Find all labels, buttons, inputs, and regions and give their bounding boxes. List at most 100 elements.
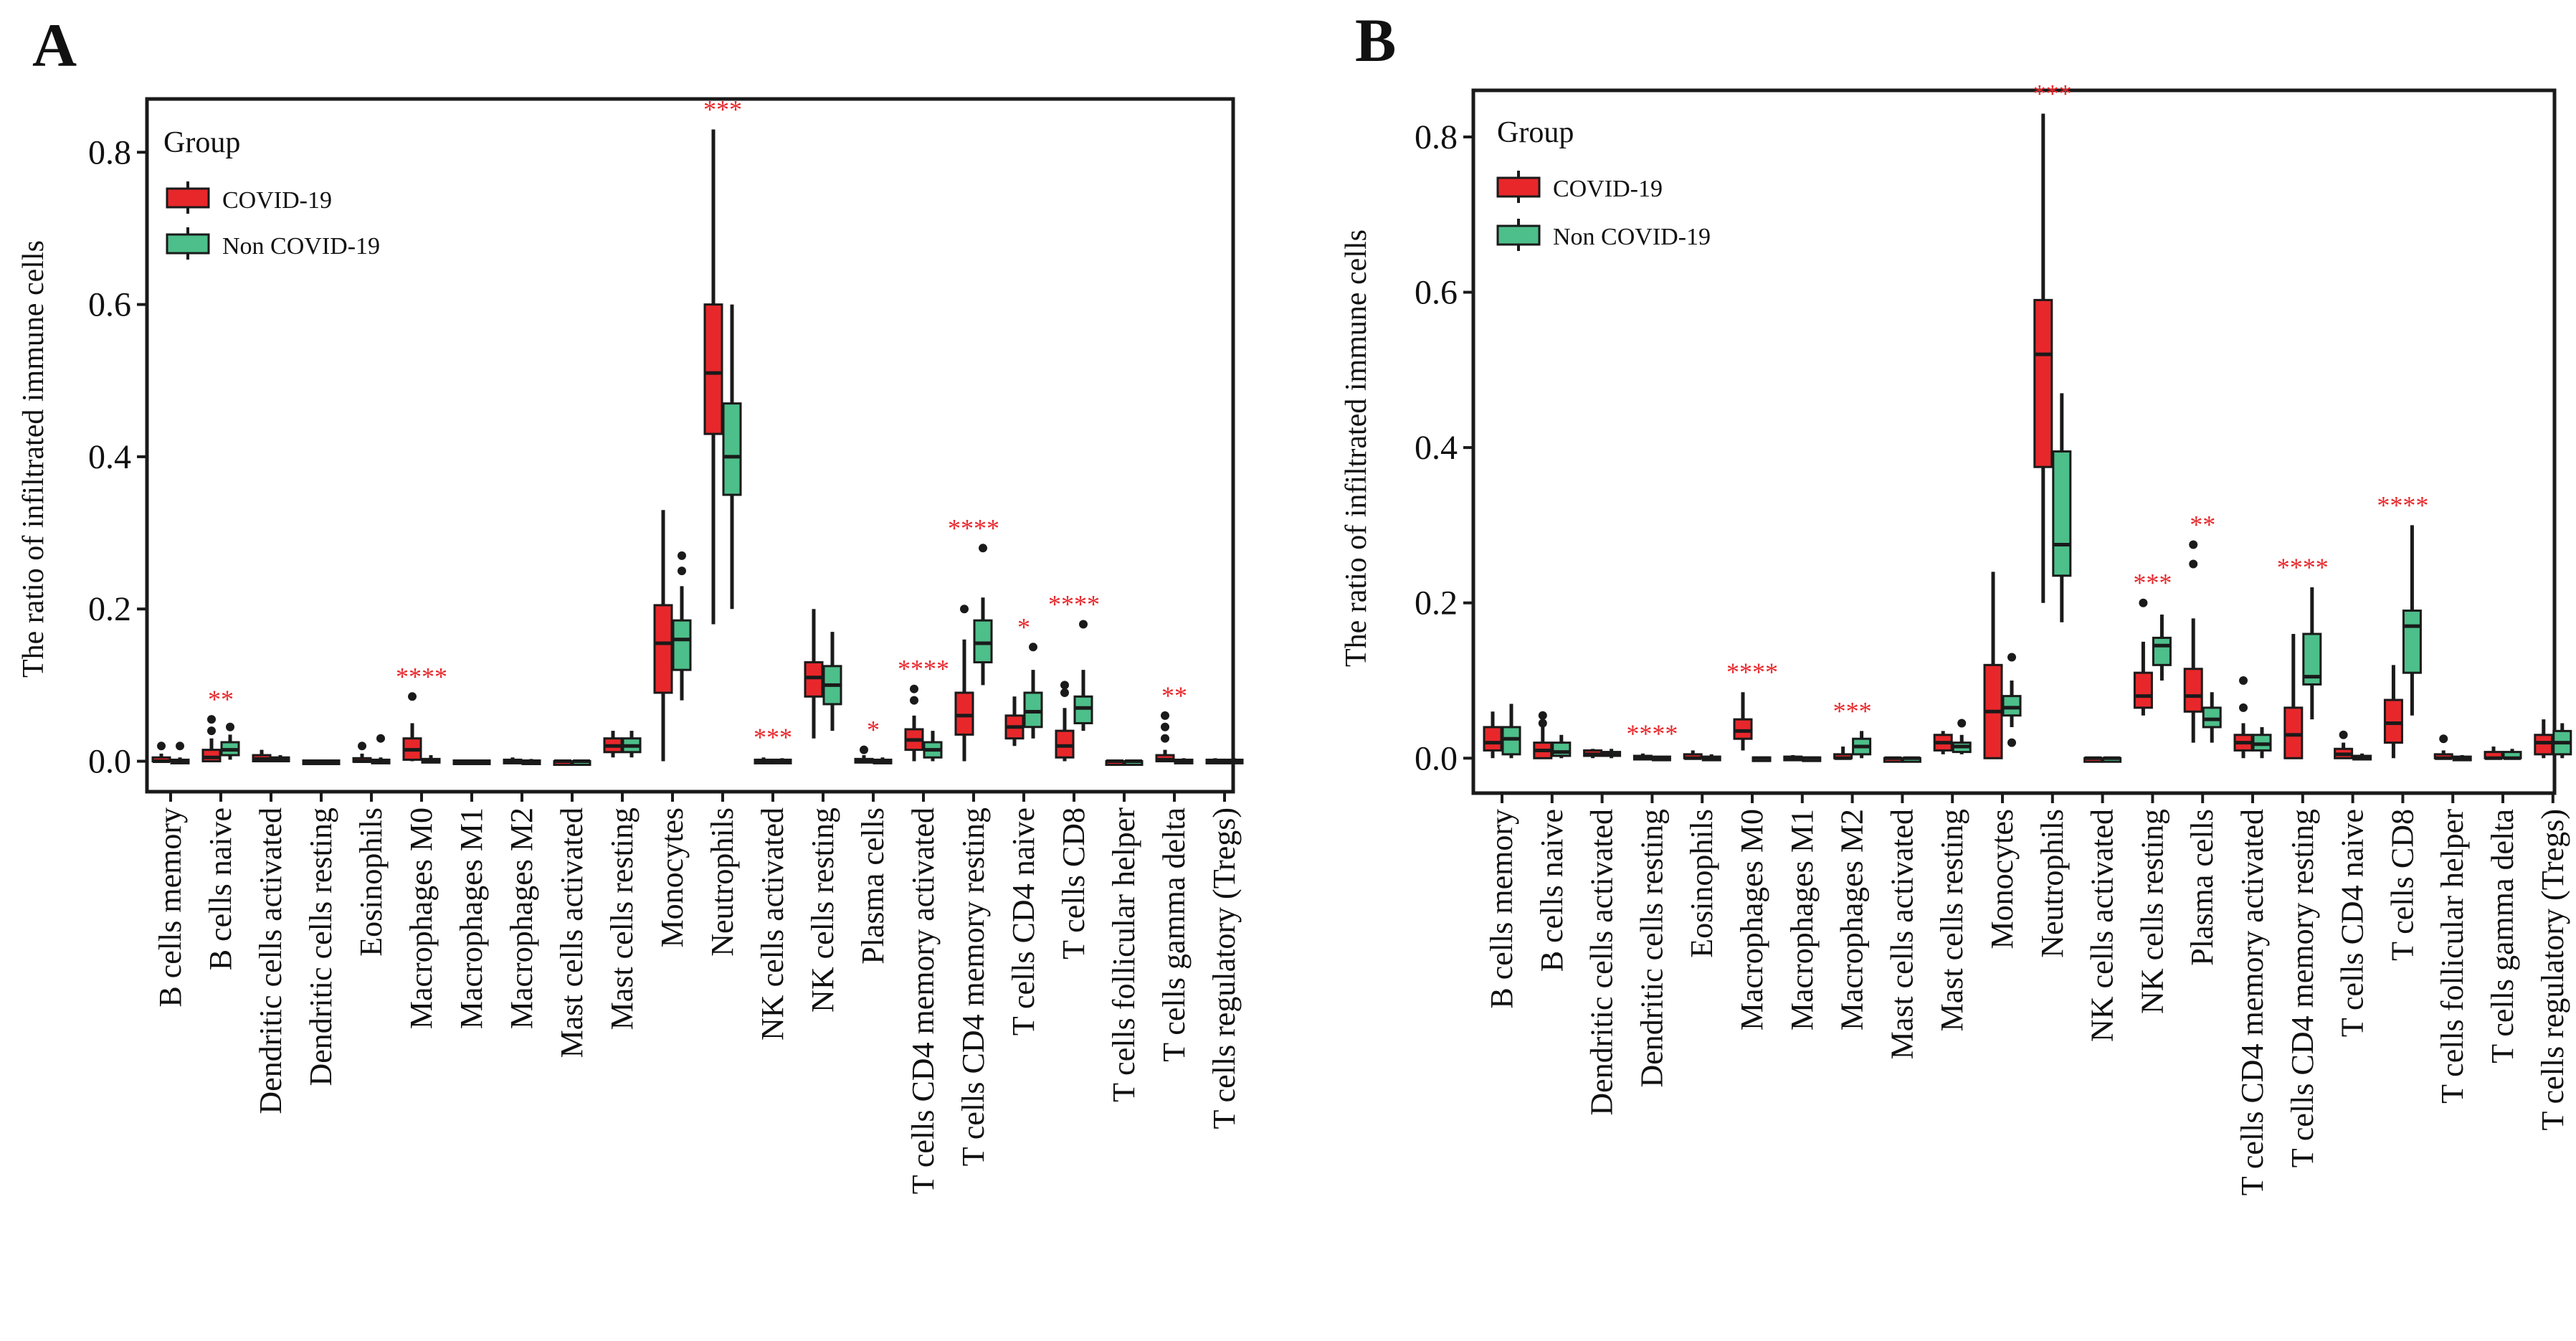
outlier-point bbox=[960, 605, 969, 614]
x-tick-label: T cells CD8 bbox=[1056, 807, 1091, 959]
box-body bbox=[2152, 636, 2172, 666]
x-tick-label: T cells CD8 bbox=[2385, 809, 2420, 961]
box-covid bbox=[2283, 634, 2304, 759]
panel-label-a: A bbox=[32, 11, 77, 80]
y-tick-label: 0.6 bbox=[1415, 274, 1458, 312]
box-non-covid bbox=[622, 731, 642, 758]
x-tick-label: T cells gamma delta bbox=[1156, 807, 1192, 1062]
box-body bbox=[2202, 706, 2222, 729]
box-non-covid bbox=[1224, 758, 1244, 764]
y-axis-a: 0.0 0.2 0.4 0.6 0.8 bbox=[88, 133, 147, 781]
box-body bbox=[1551, 741, 1572, 757]
significance-label: **** bbox=[1726, 658, 1778, 686]
x-tick-label: NK cells activated bbox=[2085, 809, 2120, 1042]
boxes-b: *************************** bbox=[1483, 79, 2572, 763]
box-covid bbox=[1155, 711, 1175, 763]
box-body bbox=[2534, 734, 2554, 756]
x-tick-label: Plasma cells bbox=[855, 807, 890, 965]
box-body bbox=[1733, 718, 1753, 740]
box-non-covid bbox=[220, 722, 240, 760]
x-tick-label: B cells memory bbox=[153, 807, 188, 1008]
box-non-covid bbox=[2502, 749, 2522, 760]
box-covid bbox=[2033, 113, 2053, 603]
box-body bbox=[2283, 706, 2304, 759]
significance-label: * bbox=[1017, 612, 1030, 641]
legend-key-non-covid bbox=[1496, 219, 1541, 251]
x-tick-label: T cells follicular helper bbox=[2435, 809, 2470, 1104]
x-tick-label: Macrophages M1 bbox=[454, 807, 489, 1029]
outlier-point bbox=[1538, 711, 1547, 720]
x-tick-label: Macrophages M1 bbox=[1784, 809, 1820, 1030]
box-non-covid bbox=[170, 741, 190, 764]
outlier-point bbox=[1029, 643, 1037, 652]
x-tick-label: Dendritic cells resting bbox=[1634, 809, 1669, 1088]
x-axis-a: B cells memory B cells naive Dendritic cel… bbox=[153, 792, 1242, 1194]
box-body bbox=[2033, 298, 2053, 468]
outlier-point bbox=[910, 684, 918, 693]
box-covid bbox=[954, 605, 974, 762]
y-tick-label: 0.2 bbox=[1415, 584, 1458, 622]
box-covid bbox=[2383, 665, 2403, 759]
box-covid bbox=[151, 741, 171, 764]
box-non-covid bbox=[371, 734, 391, 764]
box-covid bbox=[1983, 572, 2003, 759]
significance-label: *** bbox=[1833, 696, 1872, 725]
x-tick-label: Neutrophils bbox=[2035, 809, 2070, 958]
box-non-covid bbox=[1501, 703, 1521, 759]
x-tick-label: T cells CD4 naive bbox=[2335, 809, 2370, 1037]
legend-title: Group bbox=[1497, 116, 1574, 149]
box-non-covid bbox=[1901, 756, 1921, 763]
box-body bbox=[722, 402, 742, 496]
x-tick-label: NK cells activated bbox=[755, 807, 790, 1041]
significance-label: **** bbox=[1626, 719, 1678, 748]
box-body bbox=[804, 661, 824, 698]
outlier-point bbox=[2339, 730, 2348, 739]
box-non-covid bbox=[270, 755, 290, 763]
box-non-covid bbox=[1551, 734, 1572, 759]
outlier-point bbox=[1060, 688, 1069, 697]
y-tick-label: 0.6 bbox=[88, 286, 131, 324]
x-tick-label: Eosinophils bbox=[1684, 809, 1719, 958]
box-non-covid bbox=[772, 758, 792, 764]
box-covid bbox=[854, 745, 874, 764]
significance-label: *** bbox=[2033, 79, 2072, 108]
x-tick-label: T cells gamma delta bbox=[2485, 809, 2520, 1063]
box-non-covid bbox=[2352, 753, 2372, 761]
box-covid bbox=[1933, 731, 1953, 754]
box-covid bbox=[1733, 692, 1753, 751]
box-non-covid bbox=[2252, 726, 2272, 759]
outlier-point bbox=[2189, 540, 2198, 549]
x-axis-b: B cells memory B cells naive Dendritic cel… bbox=[1484, 793, 2570, 1195]
outlier-point bbox=[860, 745, 868, 754]
outlier-point bbox=[2189, 559, 2198, 569]
box-non-covid bbox=[2152, 614, 2172, 681]
box-non-covid bbox=[923, 731, 943, 762]
x-tick-label: T cells CD4 naive bbox=[1006, 807, 1041, 1036]
box-covid bbox=[1004, 696, 1025, 747]
box-non-covid bbox=[1952, 719, 1972, 754]
outlier-point bbox=[979, 544, 987, 553]
box-non-covid bbox=[2302, 587, 2322, 720]
box-non-covid bbox=[1852, 731, 1872, 759]
significance-label: *** bbox=[754, 723, 792, 752]
x-tick-label: T cells regulatory (Tregs) bbox=[2535, 809, 2570, 1130]
x-tick-label: T cells CD4 memory activated bbox=[906, 807, 941, 1194]
y-axis-b: 0.0 0.2 0.4 0.6 0.8 bbox=[1415, 118, 1473, 777]
significance-label: ** bbox=[208, 685, 234, 714]
outlier-point bbox=[2139, 598, 2148, 607]
box-covid bbox=[2133, 598, 2153, 716]
box-covid bbox=[402, 692, 422, 762]
outlier-point bbox=[376, 734, 385, 743]
significance-label: **** bbox=[948, 513, 999, 542]
box-body bbox=[1023, 691, 1043, 729]
significance-label: ** bbox=[1161, 681, 1187, 710]
box-covid bbox=[1105, 759, 1125, 767]
outlier-point bbox=[1161, 711, 1169, 720]
legend-b: Group COVID-19 Non COVID-19 bbox=[1496, 116, 1711, 251]
panel-b: B The ratio of infiltrated immune cells … bbox=[1340, 6, 2572, 1195]
significance-label: **** bbox=[2377, 491, 2428, 519]
outlier-point bbox=[2007, 653, 2016, 662]
box-body bbox=[1501, 726, 1521, 756]
box-non-covid bbox=[873, 757, 893, 764]
x-tick-label: Macrophages M0 bbox=[404, 807, 439, 1029]
